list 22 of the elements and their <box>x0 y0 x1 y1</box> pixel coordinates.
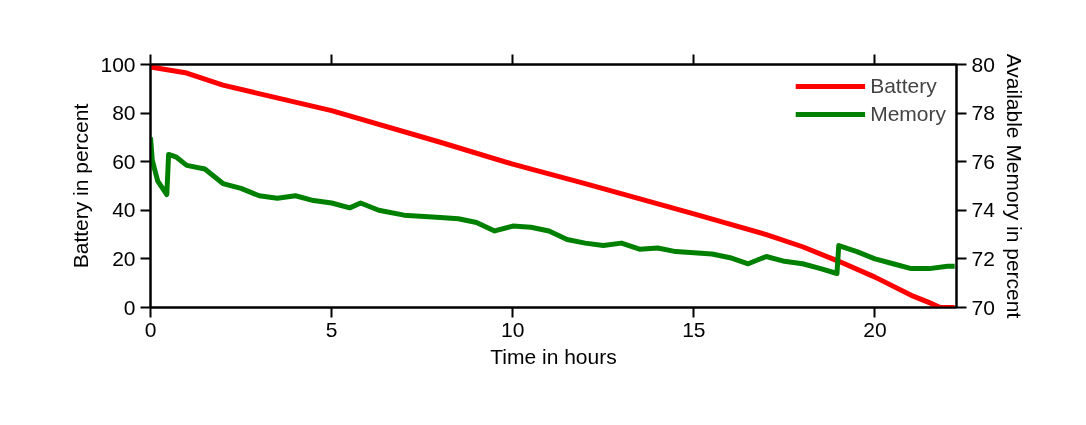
y2-tick-label: 72 <box>971 246 995 270</box>
x-tick-label: 15 <box>682 317 706 341</box>
x-tick-label: 5 <box>325 317 338 341</box>
y-tick-label: 0 <box>123 295 136 319</box>
y-tick-label: 60 <box>112 149 136 173</box>
x-tick-label: 10 <box>501 317 525 341</box>
x-tick-label: 0 <box>144 317 157 341</box>
y2-axis-title: Available Memory in percent <box>1002 53 1026 319</box>
y2-tick-label: 70 <box>971 295 995 319</box>
legend-label: Memory <box>870 102 946 126</box>
x-axis-title: Time in hours <box>490 344 617 368</box>
legend-label: Battery <box>870 74 937 98</box>
y2-tick-label: 76 <box>971 149 995 173</box>
y-tick-label: 40 <box>112 198 136 222</box>
y-tick-label: 20 <box>112 246 136 270</box>
y2-tick-label: 78 <box>971 101 995 125</box>
y-axis-title: Battery in percent <box>69 103 93 269</box>
y-tick-label: 80 <box>112 101 136 125</box>
x-tick-label: 20 <box>863 317 887 341</box>
y2-tick-label: 80 <box>971 52 995 76</box>
y-tick-label: 100 <box>100 52 136 76</box>
y2-tick-label: 74 <box>971 198 996 222</box>
